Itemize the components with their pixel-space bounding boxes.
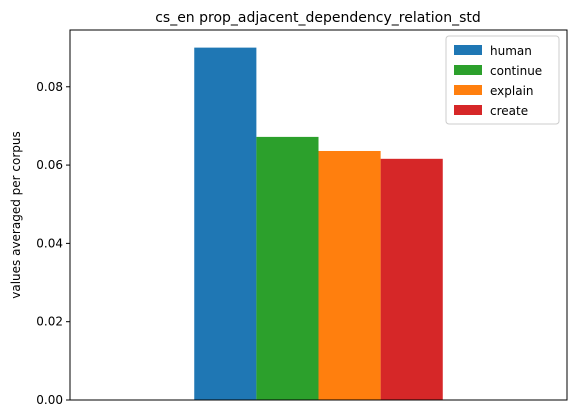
legend-swatch-explain [454,85,482,95]
bars-group [194,47,443,401]
legend-label-continue: continue [490,64,542,78]
legend-label-create: create [490,104,528,118]
plot-frame [69,29,568,401]
y-tick-label: 0.06 [36,158,63,172]
chart-title: cs_en prop_adjacent_dependency_relation_… [155,10,481,26]
bar-continue [256,136,319,400]
legend-label-human: human [490,44,532,58]
legend: human continue explain create [445,35,560,125]
y-tick-label: 0.00 [36,393,63,407]
y-tick-label: 0.04 [36,236,63,250]
y-axis-label: values averaged per corpus [9,131,23,299]
bar-create [380,158,443,400]
y-axis-ticks: 0.00 0.02 0.04 0.06 0.08 [36,80,70,407]
legend-label-explain: explain [490,84,534,98]
legend-frame [445,35,560,125]
bar-explain [318,150,381,400]
bar-human [194,47,257,401]
y-tick-label: 0.02 [36,315,63,329]
legend-swatch-create [454,105,482,115]
y-tick-label: 0.08 [36,80,63,94]
legend-swatch-human [454,45,482,55]
legend-swatch-continue [454,65,482,75]
